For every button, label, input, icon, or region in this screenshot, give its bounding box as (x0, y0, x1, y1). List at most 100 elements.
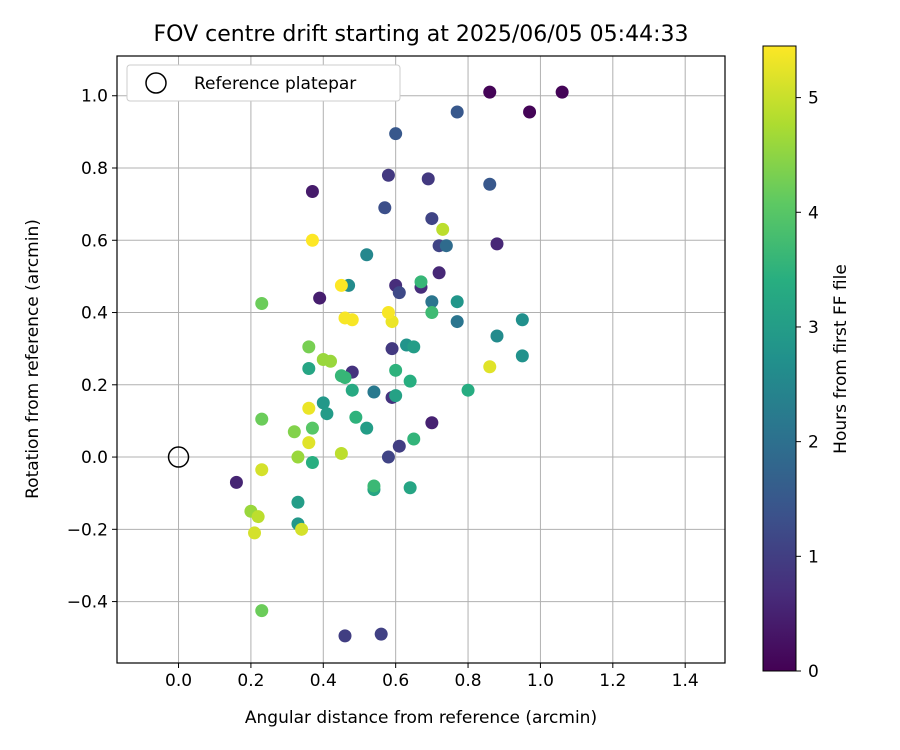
scatter-point (251, 510, 265, 524)
x-tick-label: 0.4 (310, 671, 337, 691)
x-tick-label: 1.0 (527, 671, 554, 691)
scatter-point (305, 455, 319, 469)
legend-box (126, 64, 401, 102)
scatter-point (302, 436, 316, 450)
scatter-point (374, 627, 388, 641)
scatter-point (389, 127, 403, 141)
scatter-point (439, 239, 453, 253)
scatter-point (450, 105, 464, 119)
scatter-point (483, 177, 497, 191)
y-axis-label: Rotation from reference (arcmin) (23, 219, 43, 499)
scatter-point (291, 450, 305, 464)
scatter-point (316, 396, 330, 410)
x-tick-label: 0.6 (382, 671, 409, 691)
scatter-point (461, 383, 475, 397)
colorbar-tick-label: 4 (808, 203, 819, 223)
legend-entry-label: Reference platepar (194, 74, 356, 94)
colorbar-tick-label: 3 (808, 318, 819, 338)
scatter-point (291, 495, 305, 509)
scatter-point (389, 389, 403, 403)
scatter-point (414, 275, 428, 289)
x-tick-label: 0.2 (237, 671, 264, 691)
legend-marker-icon (145, 72, 167, 94)
scatter-point (320, 407, 334, 421)
x-tick-label: 0.0 (165, 671, 192, 691)
scatter-point (334, 446, 348, 460)
scatter-point (490, 237, 504, 251)
scatter-point (305, 184, 319, 198)
scatter-point (305, 421, 319, 435)
y-tick-label: 1.0 (81, 87, 108, 107)
scatter-point (334, 278, 348, 292)
y-axis-ticks: −0.4 −0.2 0.0 0.2 0.4 0.6 0.8 1.0 (67, 87, 117, 613)
scatter-point (425, 295, 439, 309)
x-axis-ticks: 0.0 0.2 0.4 0.6 0.8 1.0 1.2 1.4 (165, 663, 699, 691)
y-tick-label: 0.8 (81, 159, 108, 179)
scatter-point (302, 401, 316, 415)
scatter-point (360, 421, 374, 435)
plot-area (116, 55, 726, 664)
scatter-point (255, 296, 269, 310)
y-tick-label: 0.6 (81, 231, 108, 251)
scatter-point (255, 604, 269, 618)
scatter-point (367, 385, 381, 399)
y-tick-label: −0.2 (67, 520, 108, 540)
reference-point (167, 446, 190, 468)
scatter-point (407, 340, 421, 354)
y-tick-label: −0.4 (67, 593, 108, 613)
plot-background (117, 56, 725, 663)
y-tick-label: 0.4 (81, 304, 108, 324)
scatter-point (389, 363, 403, 377)
scatter-point (432, 266, 446, 280)
scatter-point (523, 105, 537, 119)
scatter-point (229, 475, 243, 489)
x-tick-label: 0.8 (455, 671, 482, 691)
legend: Reference platepar (126, 64, 401, 102)
chart-title: FOV centre drift starting at 2025/06/05 … (154, 22, 689, 47)
scatter-points (229, 85, 569, 643)
scatter-point (381, 450, 395, 464)
scatter-point (555, 85, 569, 99)
scatter-point (403, 481, 417, 495)
scatter-point (305, 233, 319, 247)
scatter-point (483, 360, 497, 374)
scatter-point (425, 212, 439, 226)
scatter-point (381, 306, 395, 320)
colorbar-tick-label: 5 (808, 89, 819, 109)
scatter-point (515, 313, 529, 327)
scatter-point (295, 522, 309, 536)
scatter-point (324, 354, 338, 368)
colorbar-ticks: 0 1 2 3 4 5 (796, 89, 819, 682)
scatter-point (490, 329, 504, 343)
scatter-point (360, 248, 374, 262)
scatter-point (403, 374, 417, 388)
scatter-point (313, 291, 327, 305)
x-axis-label: Angular distance from reference (arcmin) (245, 708, 597, 728)
y-tick-label: 0.0 (81, 448, 108, 468)
scatter-point (302, 362, 316, 376)
scatter-point (483, 85, 497, 99)
scatter-point (255, 463, 269, 477)
scatter-point (381, 168, 395, 182)
scatter-point (349, 410, 363, 424)
scatter-point (421, 172, 435, 186)
scatter-point (450, 295, 464, 309)
grid-lines (117, 56, 725, 663)
scatter-point (392, 286, 406, 300)
plot-frame (116, 55, 726, 664)
scatter-point (287, 425, 301, 439)
scatter-point (436, 222, 450, 236)
y-tick-label: 0.2 (81, 376, 108, 396)
colorbar-tick-label: 1 (808, 547, 819, 567)
scatter-point (425, 306, 439, 320)
colorbar: 0 1 2 3 4 5 Hours from first FF file (762, 45, 851, 682)
colorbar-gradient (762, 45, 797, 672)
colorbar-label: Hours from first FF file (831, 264, 851, 454)
scatter-point (407, 432, 421, 446)
scatter-point (345, 313, 359, 327)
x-tick-label: 1.2 (599, 671, 626, 691)
scatter-point (392, 439, 406, 453)
scatter-point (338, 629, 352, 643)
scatter-point (515, 349, 529, 363)
scatter-point (334, 369, 348, 383)
